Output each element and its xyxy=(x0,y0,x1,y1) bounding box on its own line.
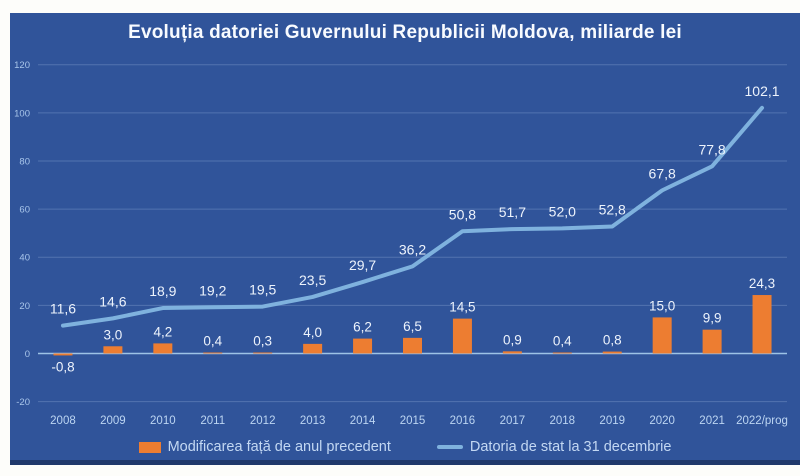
y-tick-label: 0 xyxy=(25,349,30,360)
legend-item-bar-series: Modificarea față de anul precedent xyxy=(138,439,391,455)
bar-label-2009: 3,0 xyxy=(104,327,123,342)
line-label-2018: 52,0 xyxy=(549,203,576,219)
y-tick-label: 80 xyxy=(19,156,30,167)
legend-item-line-series: Datoria de stat la 31 decembrie xyxy=(436,439,672,455)
line-label-2010: 18,9 xyxy=(149,283,176,299)
line-label-2011: 19,2 xyxy=(199,282,226,298)
debt-line xyxy=(60,105,765,328)
bar-label-2022/prog: 24,3 xyxy=(749,276,775,291)
x-axis-label-2016: 2016 xyxy=(450,415,476,427)
x-axis-label-2010: 2010 xyxy=(150,415,176,427)
bar-2014 xyxy=(353,338,373,354)
line-label-2012: 19,5 xyxy=(249,282,276,298)
y-tick-label: 20 xyxy=(19,301,30,312)
legend: Modificarea față de anul precedent Dator… xyxy=(10,437,800,457)
legend-bar-label: Modificarea față de anul precedent xyxy=(167,439,391,455)
debt-evolution-chart: Evoluția datoriei Guvernului Republicii … xyxy=(10,13,800,465)
y-tick-label: 100 xyxy=(14,108,30,119)
line-label-2013: 23,5 xyxy=(299,272,326,288)
line-label-2017: 51,7 xyxy=(499,204,526,220)
x-axis-label-2020: 2020 xyxy=(649,415,675,427)
bar-2008 xyxy=(53,353,73,356)
chart-title: Evoluția datoriei Guvernului Republicii … xyxy=(128,22,682,43)
x-axis-label-2009: 2009 xyxy=(100,415,126,427)
bar-label-2012: 0,3 xyxy=(253,334,272,349)
line-label-2015: 36,2 xyxy=(399,241,426,257)
line-label-2016: 50,8 xyxy=(449,206,476,222)
bar-label-2017: 0,9 xyxy=(503,332,522,347)
x-axis-label-2012: 2012 xyxy=(250,415,276,427)
line-label-2008: 11,6 xyxy=(50,301,76,317)
bar-2019 xyxy=(602,351,622,354)
bar-label-2008: -0,8 xyxy=(51,359,74,374)
bar-label-2019: 0,8 xyxy=(603,333,622,348)
y-tick-label: 60 xyxy=(19,205,30,216)
bar-2016 xyxy=(452,318,472,354)
line-label-2021: 77,8 xyxy=(698,141,725,157)
x-axis-label-2021: 2021 xyxy=(699,415,725,427)
x-axis-label-2019: 2019 xyxy=(599,415,625,427)
line-label-2009: 14,6 xyxy=(99,293,126,309)
x-axis-label-2022/prog: 2022/prog xyxy=(736,415,788,427)
bar-label-2014: 6,2 xyxy=(353,320,372,335)
bar-2021 xyxy=(702,329,722,354)
line-label-2022/prog: 102,1 xyxy=(745,83,780,99)
line-label-2020: 67,8 xyxy=(649,165,676,181)
bar-label-2020: 15,0 xyxy=(649,298,675,313)
plot-area: 120 100 80 60 40 20 0 -20 -0,8 3,0 4,2 0,4 0,3 4,0 6,2… xyxy=(14,60,788,427)
bar-label-2010: 4,2 xyxy=(153,324,172,339)
bar-2013 xyxy=(303,343,323,354)
bar-label-2016: 14,5 xyxy=(449,300,475,315)
line-label-2019: 52,8 xyxy=(599,201,626,217)
x-axis-label-2013: 2013 xyxy=(300,415,326,427)
bar-2011 xyxy=(203,352,223,354)
bar-2022/prog xyxy=(752,295,772,354)
legend-line-label: Datoria de stat la 31 decembrie xyxy=(469,439,672,455)
y-tick-label: 40 xyxy=(19,253,30,264)
bar-2012 xyxy=(253,352,273,354)
x-axis-label-2014: 2014 xyxy=(350,415,376,427)
bar-2015 xyxy=(403,337,422,354)
bar-label-2011: 0,4 xyxy=(203,334,222,349)
bar-2010 xyxy=(153,343,173,354)
y-tick-label: 120 xyxy=(14,60,30,71)
bar-label-2015: 6,5 xyxy=(403,319,422,334)
bar-2020 xyxy=(652,317,672,354)
x-axis-label-2017: 2017 xyxy=(500,415,526,427)
bar-label-2018: 0,4 xyxy=(553,334,572,349)
bar-2009 xyxy=(103,346,123,354)
line-label-2014: 29,7 xyxy=(349,257,376,273)
x-axis-label-2011: 2011 xyxy=(200,415,225,427)
bar-label-2013: 4,0 xyxy=(303,325,322,340)
bar-2017 xyxy=(502,351,522,354)
line-series-swatch-icon xyxy=(436,445,463,449)
x-axis-label-2015: 2015 xyxy=(400,415,426,427)
bar-label-2021: 9,9 xyxy=(703,311,722,326)
x-axis-label-2008: 2008 xyxy=(50,415,76,427)
bar-series-swatch-icon xyxy=(138,441,161,453)
bar-2018 xyxy=(552,352,572,354)
y-tick-label: -20 xyxy=(16,397,30,408)
x-axis-label-2018: 2018 xyxy=(550,415,576,427)
